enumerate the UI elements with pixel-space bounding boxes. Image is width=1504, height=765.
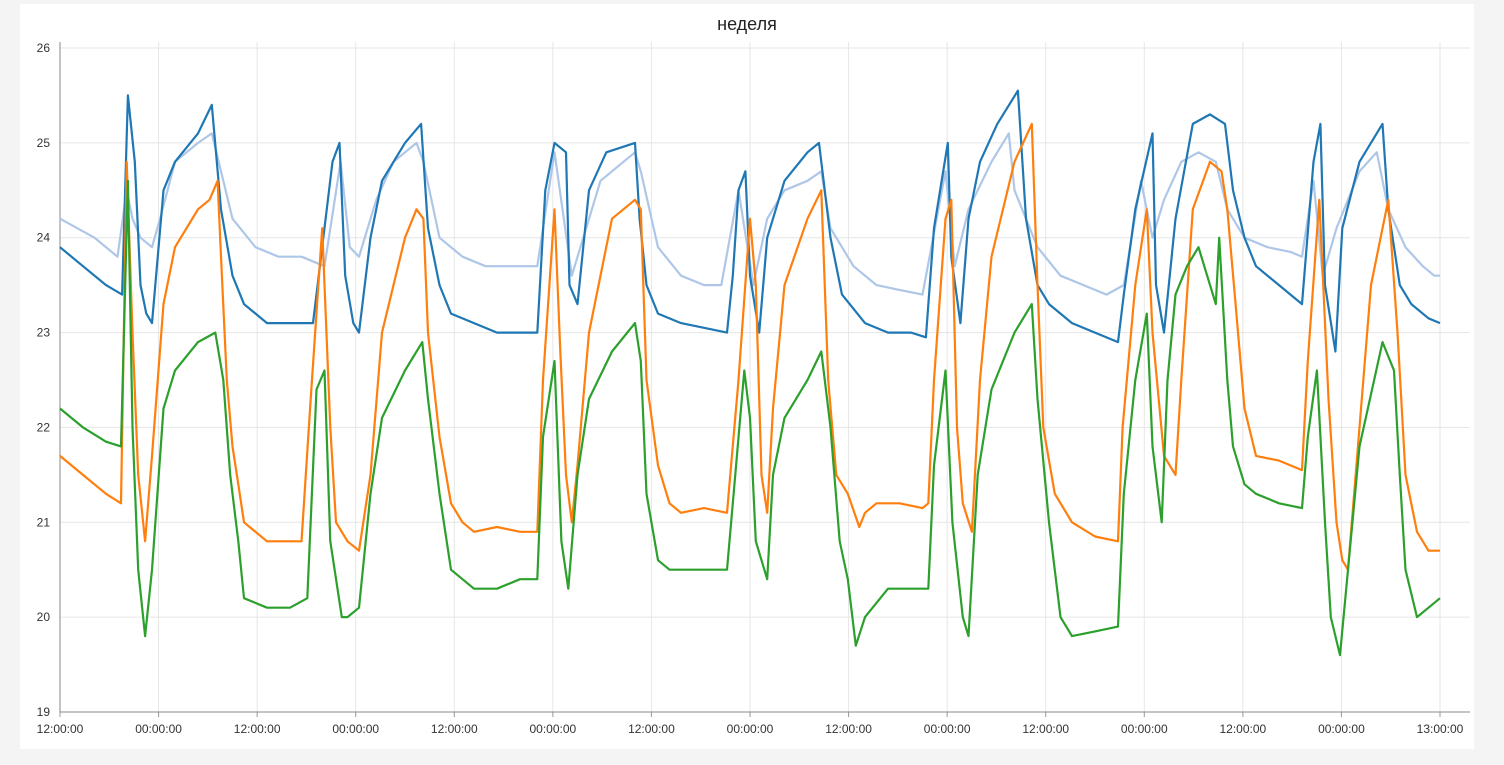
x-tick-label: 00:00:00 (529, 722, 576, 736)
x-tick-label: 13:00:00 (1417, 722, 1464, 736)
series-line-2 (59, 89, 1441, 353)
x-tick-label: 12:00:00 (234, 722, 281, 736)
line-chart: 19 20 21 22 23 24 25 26 12:00:00 00:00:00 12:00:00… (37, 41, 1470, 736)
chart-title: неделя (717, 14, 777, 34)
x-tick-label: 12:00:00 (1022, 722, 1069, 736)
y-tick-label: 20 (37, 610, 51, 624)
chart-panel: неделя 19 20 21 22 23 24 25 26 12:00:00 00:00:00 1… (20, 4, 1474, 749)
x-tick-label: 12:00:00 (37, 722, 84, 736)
y-tick-label: 19 (37, 705, 51, 719)
x-tick-label: 12:00:00 (628, 722, 675, 736)
y-tick-label: 22 (37, 420, 51, 434)
x-tick-label: 00:00:00 (332, 722, 379, 736)
y-tick-label: 25 (37, 136, 51, 150)
x-tick-label: 00:00:00 (135, 722, 182, 736)
x-tick-label: 00:00:00 (1318, 722, 1365, 736)
y-tick-label: 26 (37, 41, 51, 55)
y-tick-label: 21 (37, 515, 51, 529)
x-tick-label: 00:00:00 (727, 722, 774, 736)
series-line-4 (59, 179, 1441, 657)
x-tick-label: 12:00:00 (431, 722, 478, 736)
y-tick-label: 24 (37, 231, 51, 245)
series-line-3 (59, 122, 1440, 571)
x-tick-label: 12:00:00 (1219, 722, 1266, 736)
x-tick-label: 00:00:00 (1121, 722, 1168, 736)
y-tick-label: 23 (37, 326, 51, 340)
x-tick-label: 12:00:00 (825, 722, 872, 736)
series-line-1 (59, 132, 1440, 296)
x-tick-label: 00:00:00 (924, 722, 971, 736)
